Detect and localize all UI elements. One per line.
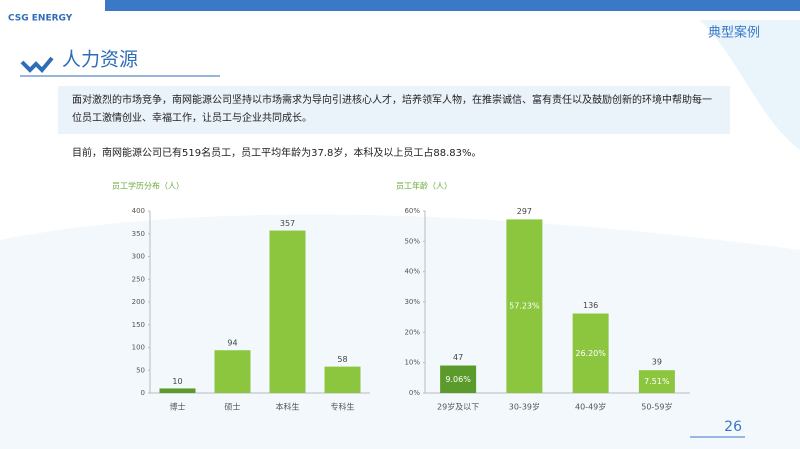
y-tick-label: 150 [132, 321, 145, 329]
bar [506, 219, 543, 393]
y-tick-label: 300 [132, 253, 145, 261]
bar [572, 313, 609, 393]
y-tick-label: 30% [404, 298, 420, 306]
y-tick-label: 350 [132, 230, 145, 238]
text-box [58, 86, 730, 134]
bar [440, 365, 477, 393]
y-tick-label: 200 [132, 298, 145, 306]
x-tick-label: 专科生 [331, 402, 355, 412]
y-tick-label: 0 [141, 389, 145, 397]
background-wave [0, 214, 800, 449]
bar [159, 388, 196, 393]
x-tick-label: 硕士 [225, 402, 241, 412]
bar [214, 350, 251, 393]
page-number: 26 [724, 419, 742, 435]
y-tick-label: 0% [409, 389, 420, 397]
corner-wave [700, 20, 800, 150]
y-tick-label: 60% [404, 207, 420, 215]
y-tick-label: 400 [132, 207, 145, 215]
bar [638, 370, 675, 393]
value-label: 58 [337, 355, 347, 364]
value-label: 94 [227, 339, 237, 348]
slide-title: 人力资源 [62, 49, 138, 71]
title-icon [20, 56, 54, 73]
value-label: 7.51% [644, 377, 670, 386]
y-tick-label: 20% [404, 328, 420, 336]
count-label: 39 [652, 358, 662, 367]
value-label: 26.20% [575, 349, 606, 358]
top-bar [105, 0, 800, 11]
section-label: 典型案例 [708, 26, 760, 41]
x-tick-label: 29岁及以下 [437, 402, 479, 412]
x-tick-label: 50-59岁 [641, 402, 672, 412]
x-tick-label: 30-39岁 [509, 402, 540, 412]
x-tick-label: 40-49岁 [575, 402, 606, 412]
count-label: 297 [517, 207, 532, 216]
value-label: 357 [280, 219, 295, 228]
count-label: 47 [453, 353, 463, 362]
value-label: 10 [172, 377, 182, 386]
y-tick-label: 50% [404, 237, 420, 245]
chart-title: 员工年龄（人） [396, 181, 452, 191]
count-label: 136 [583, 301, 598, 310]
y-tick-label: 10% [404, 359, 420, 367]
chart-title: 员工学历分布（人） [112, 181, 184, 191]
paragraph: 面对激烈的市场竞争，南网能源公司坚持以市场需求为导向引进核心人才，培养领军人物，… [72, 95, 712, 124]
y-tick-label: 100 [132, 344, 145, 352]
y-tick-label: 50 [136, 366, 145, 374]
x-tick-label: 博士 [170, 402, 186, 412]
paragraph: 目前，南网能源公司已有519名员工，员工平均年龄为37.8岁，本科及以上员工占8… [72, 148, 482, 159]
y-tick-label: 250 [132, 275, 145, 283]
bar [269, 230, 306, 393]
value-label: 57.23% [509, 302, 540, 311]
value-label: 9.06% [445, 375, 471, 384]
x-tick-label: 本科生 [276, 402, 300, 412]
bar [324, 366, 361, 393]
logo: CSG ENERGY [8, 14, 73, 24]
y-tick-label: 40% [404, 268, 420, 276]
